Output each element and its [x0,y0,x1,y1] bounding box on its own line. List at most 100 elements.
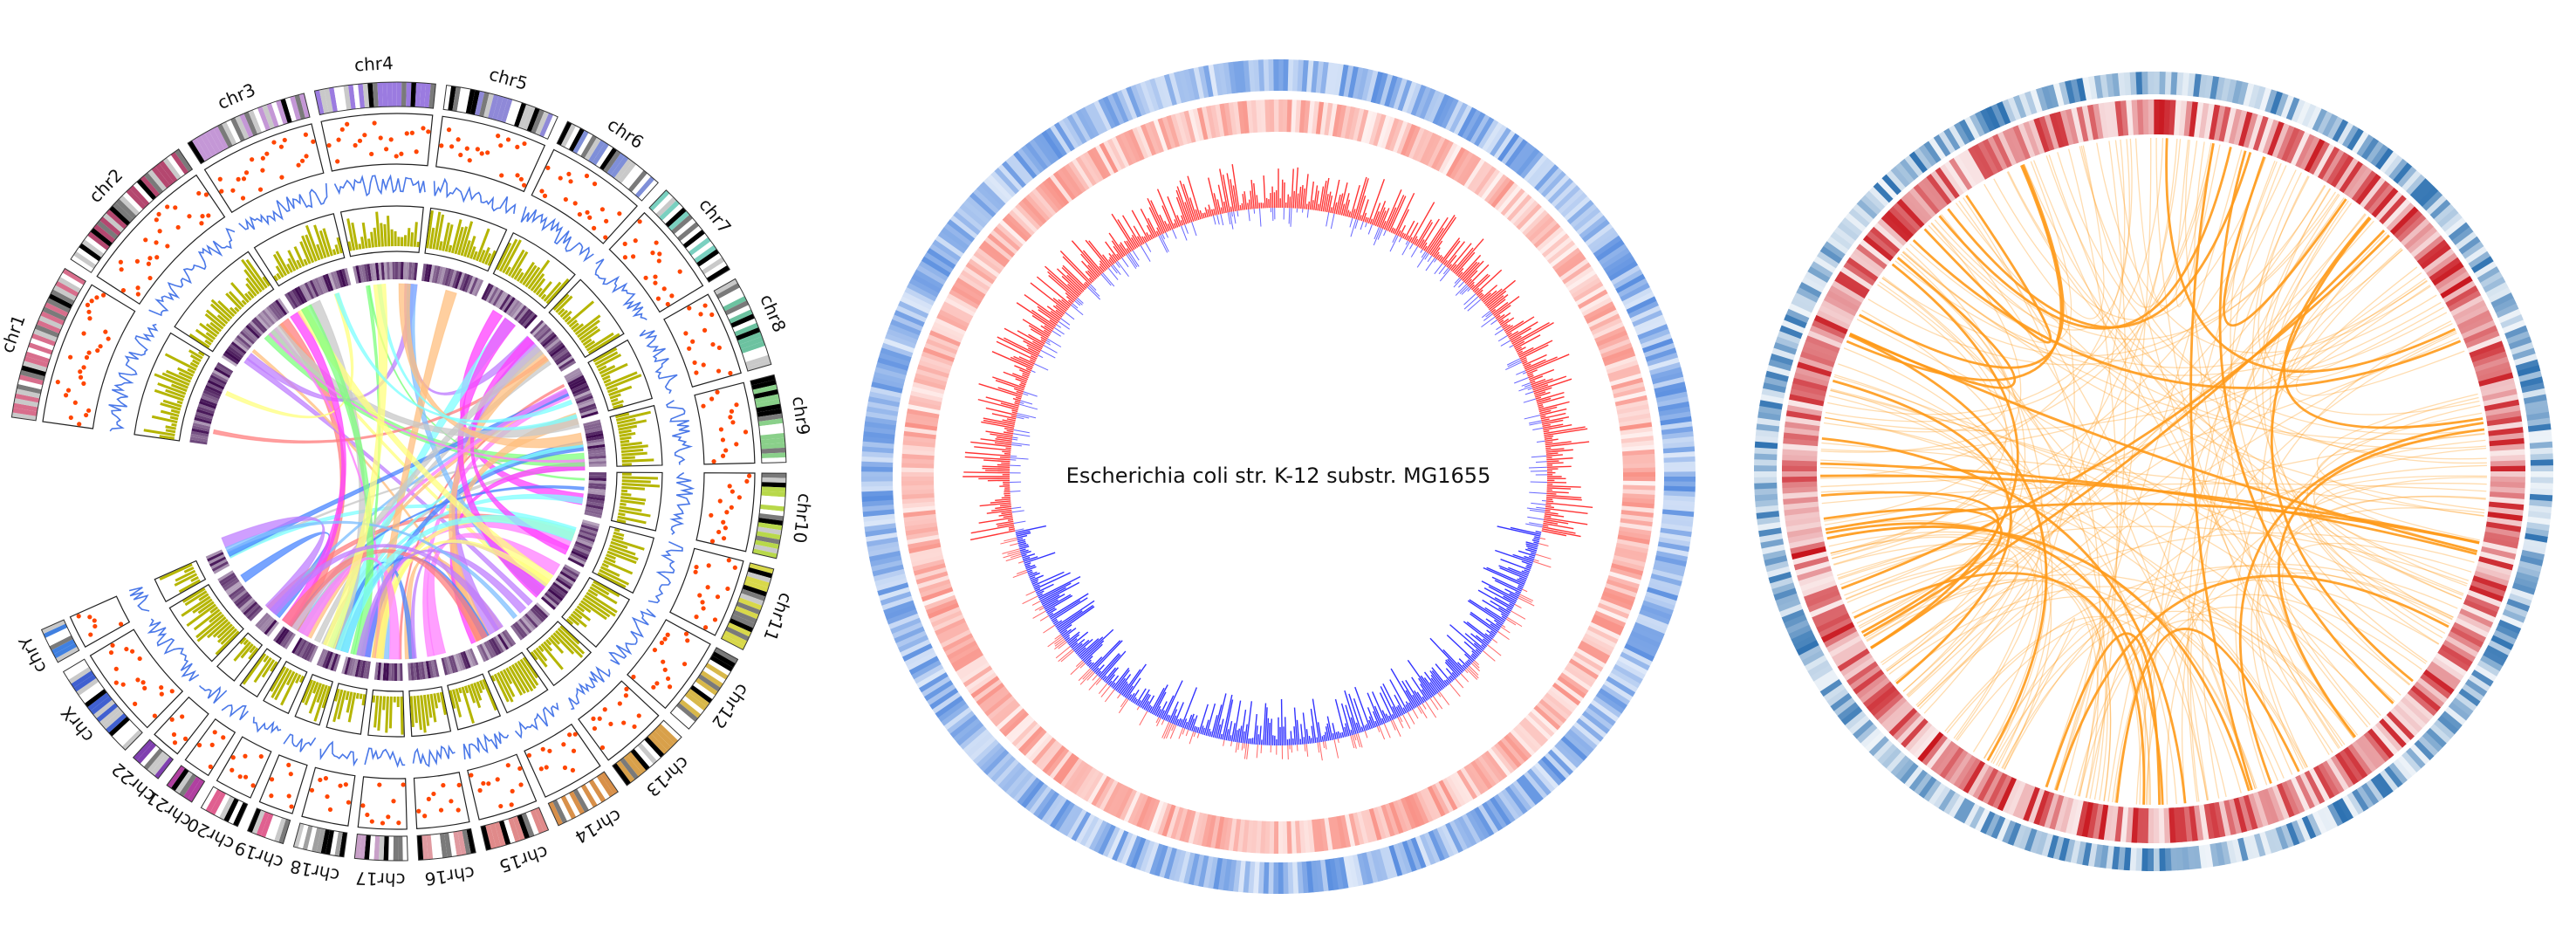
heatmap-cell [567,374,585,386]
gc-skew-spike [1377,228,1383,240]
middle-track-cell [1183,110,1196,143]
outer-track-cell [1655,391,1689,403]
scatter-point [577,211,582,217]
gc-skew-spike [1140,245,1151,262]
outer-track-cell [1490,127,1512,157]
bar-mark [499,670,516,697]
interaction-link [1820,466,2306,769]
interaction-link [2187,175,2310,802]
gc-skew-spike [1462,664,1467,670]
gc-skew-spike [1544,515,1552,518]
bar-mark [375,211,381,247]
gc-skew-spike [1179,180,1195,222]
bar-mark [606,550,637,565]
outer-track-cell [1005,768,1030,796]
interaction-link [2184,140,2428,663]
scatter-point [562,765,568,771]
outer-track-cell [1120,87,1138,120]
inner-heatmap-cell [2285,779,2305,814]
outer-heatmap-cell [1948,794,1965,818]
middle-track-cell [1067,762,1090,793]
middle-track-cell [1544,692,1572,717]
middle-track-cell [1196,813,1209,846]
outer-heatmap-cell [1864,190,1886,211]
outer-track-cell [911,273,942,293]
bar-mark [463,240,471,258]
ideogram-band [739,593,764,606]
gc-skew-spike [1181,215,1186,225]
outer-track-cell [1497,791,1520,821]
heatmap-cell [571,550,588,560]
middle-track-cell [949,643,980,664]
middle-track-cell [1619,422,1653,431]
inner-heatmap-cell [2163,100,2171,135]
gc-skew-spike [1004,537,1017,542]
gc-skew-spike [1505,361,1522,370]
middle-track-cell [1554,251,1584,275]
scatter-point [441,783,446,788]
heatmap-cell [317,276,326,294]
outer-heatmap-cell [2530,488,2553,496]
gc-skew-spike [1034,572,1071,590]
gc-skew-spike [1223,739,1225,746]
outer-track-cell [1272,862,1278,894]
outer-heatmap-cell [1755,435,1778,443]
outer-track-cell [1632,310,1663,327]
scatter-point [439,143,444,148]
gc-skew-spike [1373,211,1380,226]
gc-skew-spike [1022,553,1036,559]
ideogram-band [430,834,438,860]
scatter-point [243,170,250,175]
bar-mark [617,515,647,525]
bar-mark [333,688,340,702]
bar-mark [360,237,366,250]
gc-skew-spike [1490,319,1497,326]
outer-track-cell [1570,725,1598,750]
gc-skew-spike [1463,293,1476,306]
inner-heatmap-cell [2470,346,2506,363]
inner-heatmap-cell [2437,648,2470,672]
inner-heatmap-cell [2326,758,2349,791]
gc-skew-spike [1483,638,1490,644]
heatmap-cell [224,350,241,363]
gc-skew-spike [1422,703,1427,710]
scatter-point [68,354,73,360]
gc-skew-spike [1543,522,1574,530]
scatter-point [89,299,94,304]
middle-track-cell [1241,820,1250,853]
inner-heatmap-cell [1862,681,1894,708]
outer-heatmap-cell [2448,222,2470,242]
gc-skew-spike [1210,209,1215,216]
inner-heatmap-cell [2456,310,2491,331]
outer-heatmap-cell [2518,560,2542,573]
bar-mark [361,694,367,706]
gc-skew-spike [1502,324,1508,329]
outer-heatmap-cell [1868,186,1890,207]
middle-track-cell [928,606,961,623]
outer-track-cell [1663,456,1696,464]
gc-skew-spike [1050,600,1081,620]
outer-heatmap-cell [2030,89,2044,113]
scatter-point [656,258,661,264]
heatmap-cell [430,660,437,678]
outer-heatmap-cell [2523,394,2547,405]
outer-track-cell [1579,714,1607,738]
heatmap-cell [449,270,457,288]
gc-skew-spike [1402,707,1408,714]
bar-mark [247,291,255,299]
scatter-point [86,408,92,413]
ideogram-band [734,322,759,337]
heatmap-cell [322,274,332,292]
heatmap-cell [325,651,333,670]
gc-skew-spike [1182,718,1188,729]
outer-heatmap-cell [2519,555,2544,567]
ideogram-band [443,832,453,858]
gc-skew-spike [1488,293,1509,311]
outer-track-cell [1519,774,1544,802]
gc-skew-spike [1376,207,1386,227]
gc-skew-spike [1084,656,1093,664]
outer-heatmap-cell [2425,727,2447,748]
outer-track-cell [972,738,999,765]
inner-heatmap-cell [1853,248,1885,274]
inner-heatmap-cell [2416,239,2449,266]
